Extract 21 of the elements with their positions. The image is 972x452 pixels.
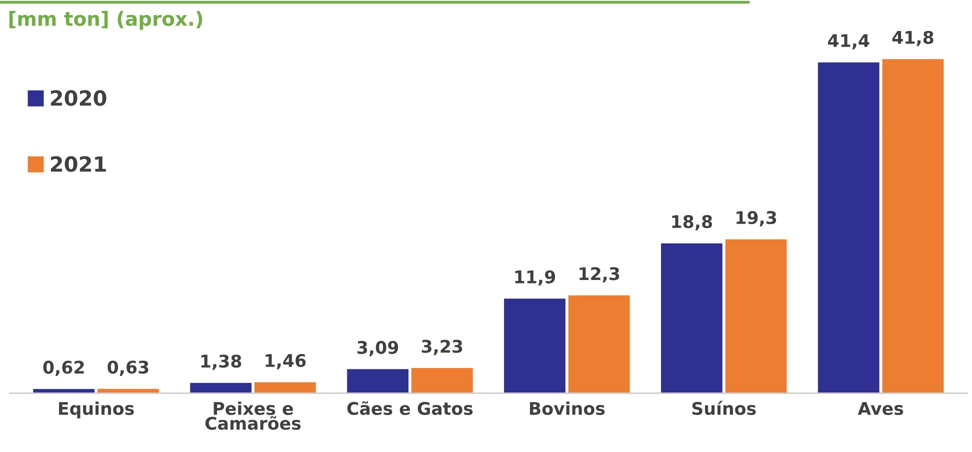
- data-label: 1,46: [266, 354, 306, 370]
- x-tick-label: Cães e Gatos: [347, 401, 473, 416]
- chart-title: [mm ton] (aprox.): [9, 10, 202, 30]
- x-tick-label: Equinos: [59, 402, 134, 418]
- data-label: 3,09: [358, 340, 398, 356]
- x-tick-label: Bovinos: [530, 402, 605, 416]
- data-label: 11,9: [515, 270, 556, 286]
- data-label: 0,62: [43, 360, 84, 376]
- data-label: 3,23: [422, 340, 462, 356]
- data-label: 12,3: [580, 267, 620, 282]
- data-label: 18,8: [672, 215, 712, 230]
- data-label: 41,4: [828, 34, 870, 50]
- x-tick-label: Aves: [858, 402, 904, 416]
- x-tick-label: Peixes e Camarões: [205, 402, 301, 430]
- legend-label: 2020: [50, 90, 106, 106]
- x-tick-label: Suínos: [692, 400, 756, 416]
- data-label: 41,8: [892, 30, 934, 46]
- data-label: 0,63: [108, 360, 148, 376]
- data-label: 19,3: [736, 211, 776, 226]
- legend-label: 2021: [50, 156, 106, 172]
- data-label: 1,38: [201, 354, 242, 370]
